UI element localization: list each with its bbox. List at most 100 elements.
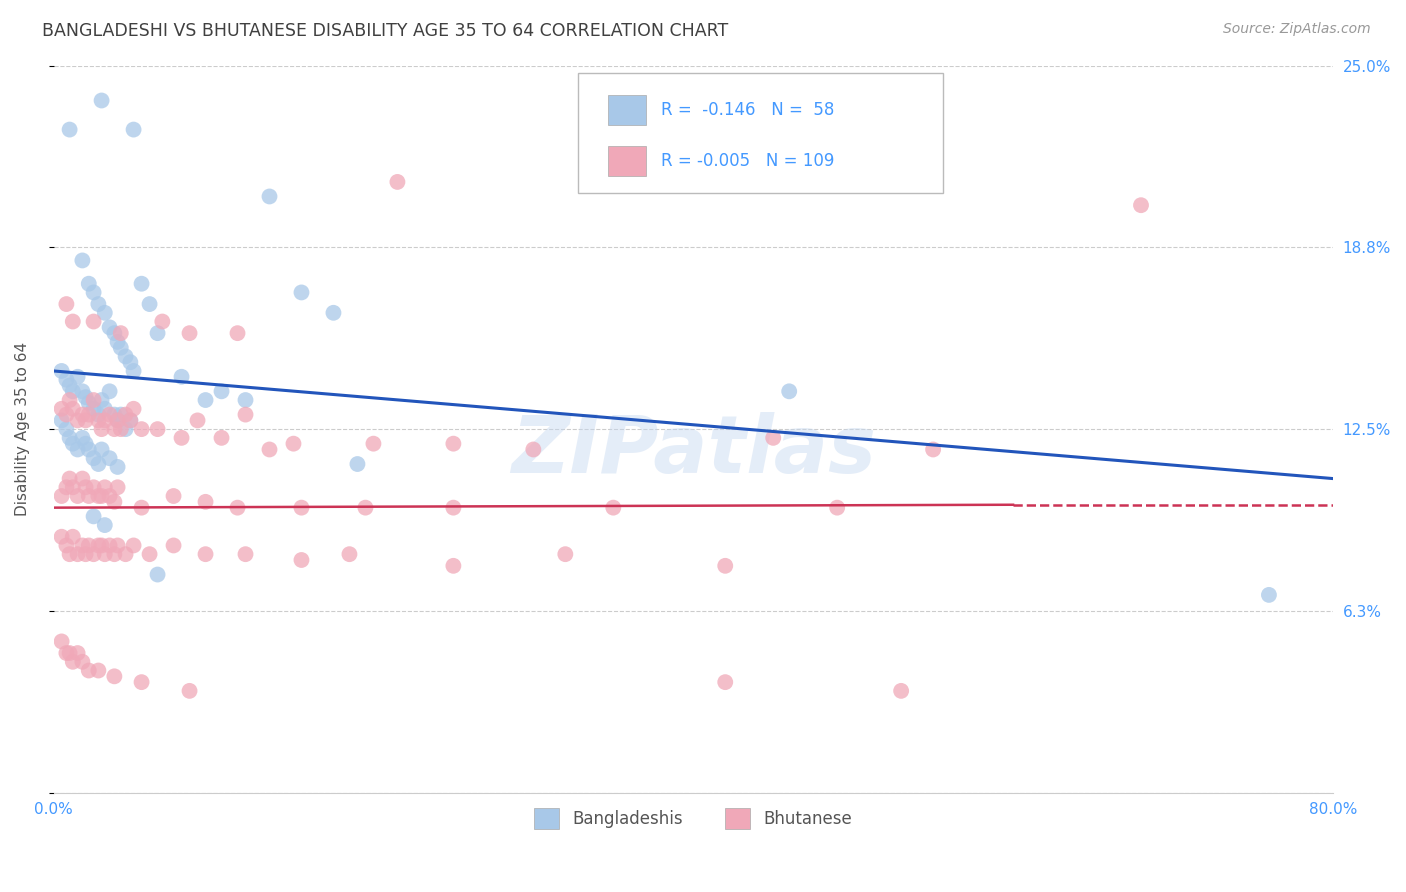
- Point: [673, 175, 696, 189]
- Point: [94, 518, 117, 533]
- Point: [120, 413, 142, 427]
- Legend: Bangladeshis, Bhutanese: Bangladeshis, Bhutanese: [527, 802, 859, 835]
- Point: [77, 396, 100, 410]
- FancyBboxPatch shape: [607, 145, 645, 176]
- Point: [72, 408, 94, 422]
- Point: [120, 413, 142, 427]
- Point: [90, 422, 112, 436]
- Point: [103, 422, 125, 436]
- Point: [62, 480, 84, 494]
- Point: [66, 413, 89, 427]
- Point: [94, 480, 117, 494]
- Point: [94, 306, 117, 320]
- Point: [77, 538, 100, 552]
- Point: [59, 392, 82, 407]
- Point: [235, 547, 257, 561]
- Point: [322, 306, 344, 320]
- Point: [62, 314, 84, 328]
- Point: [290, 553, 312, 567]
- Point: [75, 547, 97, 561]
- Point: [66, 547, 89, 561]
- Point: [122, 122, 145, 136]
- Point: [107, 459, 129, 474]
- Point: [107, 413, 129, 427]
- Point: [75, 436, 97, 450]
- Point: [90, 489, 112, 503]
- Point: [98, 489, 121, 503]
- Point: [98, 384, 121, 399]
- Point: [98, 538, 121, 552]
- FancyBboxPatch shape: [607, 95, 645, 125]
- Point: [55, 538, 77, 552]
- Point: [90, 538, 112, 552]
- Point: [714, 558, 737, 573]
- Point: [77, 408, 100, 422]
- Point: [387, 175, 409, 189]
- Point: [55, 422, 77, 436]
- Point: [107, 334, 129, 349]
- Point: [131, 675, 153, 690]
- Point: [235, 392, 257, 407]
- Point: [441, 436, 464, 450]
- Point: [103, 408, 125, 422]
- Point: [51, 401, 73, 416]
- Point: [110, 422, 132, 436]
- Point: [59, 122, 82, 136]
- Point: [66, 646, 89, 660]
- Point: [51, 634, 73, 648]
- Point: [283, 436, 305, 450]
- Point: [90, 442, 112, 457]
- Point: [72, 431, 94, 445]
- Point: [59, 378, 82, 392]
- Point: [170, 369, 193, 384]
- Point: [186, 413, 208, 427]
- FancyBboxPatch shape: [578, 73, 942, 193]
- Point: [114, 408, 136, 422]
- Point: [98, 408, 121, 422]
- Point: [55, 480, 77, 494]
- Point: [441, 558, 464, 573]
- Point: [226, 326, 249, 340]
- Point: [77, 664, 100, 678]
- Point: [179, 684, 201, 698]
- Point: [170, 431, 193, 445]
- Point: [83, 547, 105, 561]
- Point: [103, 326, 125, 340]
- Point: [114, 547, 136, 561]
- Point: [146, 422, 169, 436]
- Point: [62, 384, 84, 399]
- Point: [778, 384, 800, 399]
- Text: BANGLADESHI VS BHUTANESE DISABILITY AGE 35 TO 64 CORRELATION CHART: BANGLADESHI VS BHUTANESE DISABILITY AGE …: [42, 22, 728, 40]
- Point: [107, 413, 129, 427]
- Text: Source: ZipAtlas.com: Source: ZipAtlas.com: [1223, 22, 1371, 37]
- Point: [1258, 588, 1281, 602]
- Point: [1130, 198, 1153, 212]
- Point: [107, 480, 129, 494]
- Point: [290, 500, 312, 515]
- Point: [235, 408, 257, 422]
- Point: [138, 297, 160, 311]
- Point: [83, 285, 105, 300]
- Point: [122, 364, 145, 378]
- Point: [522, 442, 544, 457]
- Point: [103, 495, 125, 509]
- Point: [110, 341, 132, 355]
- Point: [103, 669, 125, 683]
- Point: [762, 431, 785, 445]
- Point: [122, 401, 145, 416]
- Point: [602, 500, 624, 515]
- Point: [66, 442, 89, 457]
- Point: [75, 413, 97, 427]
- Point: [363, 436, 385, 450]
- Point: [346, 457, 368, 471]
- Text: ZIPatlas: ZIPatlas: [510, 412, 876, 490]
- Point: [194, 495, 217, 509]
- Point: [59, 547, 82, 561]
- Point: [59, 431, 82, 445]
- Point: [110, 326, 132, 340]
- Point: [90, 392, 112, 407]
- Point: [194, 392, 217, 407]
- Point: [211, 431, 233, 445]
- Point: [259, 442, 281, 457]
- Point: [120, 355, 142, 369]
